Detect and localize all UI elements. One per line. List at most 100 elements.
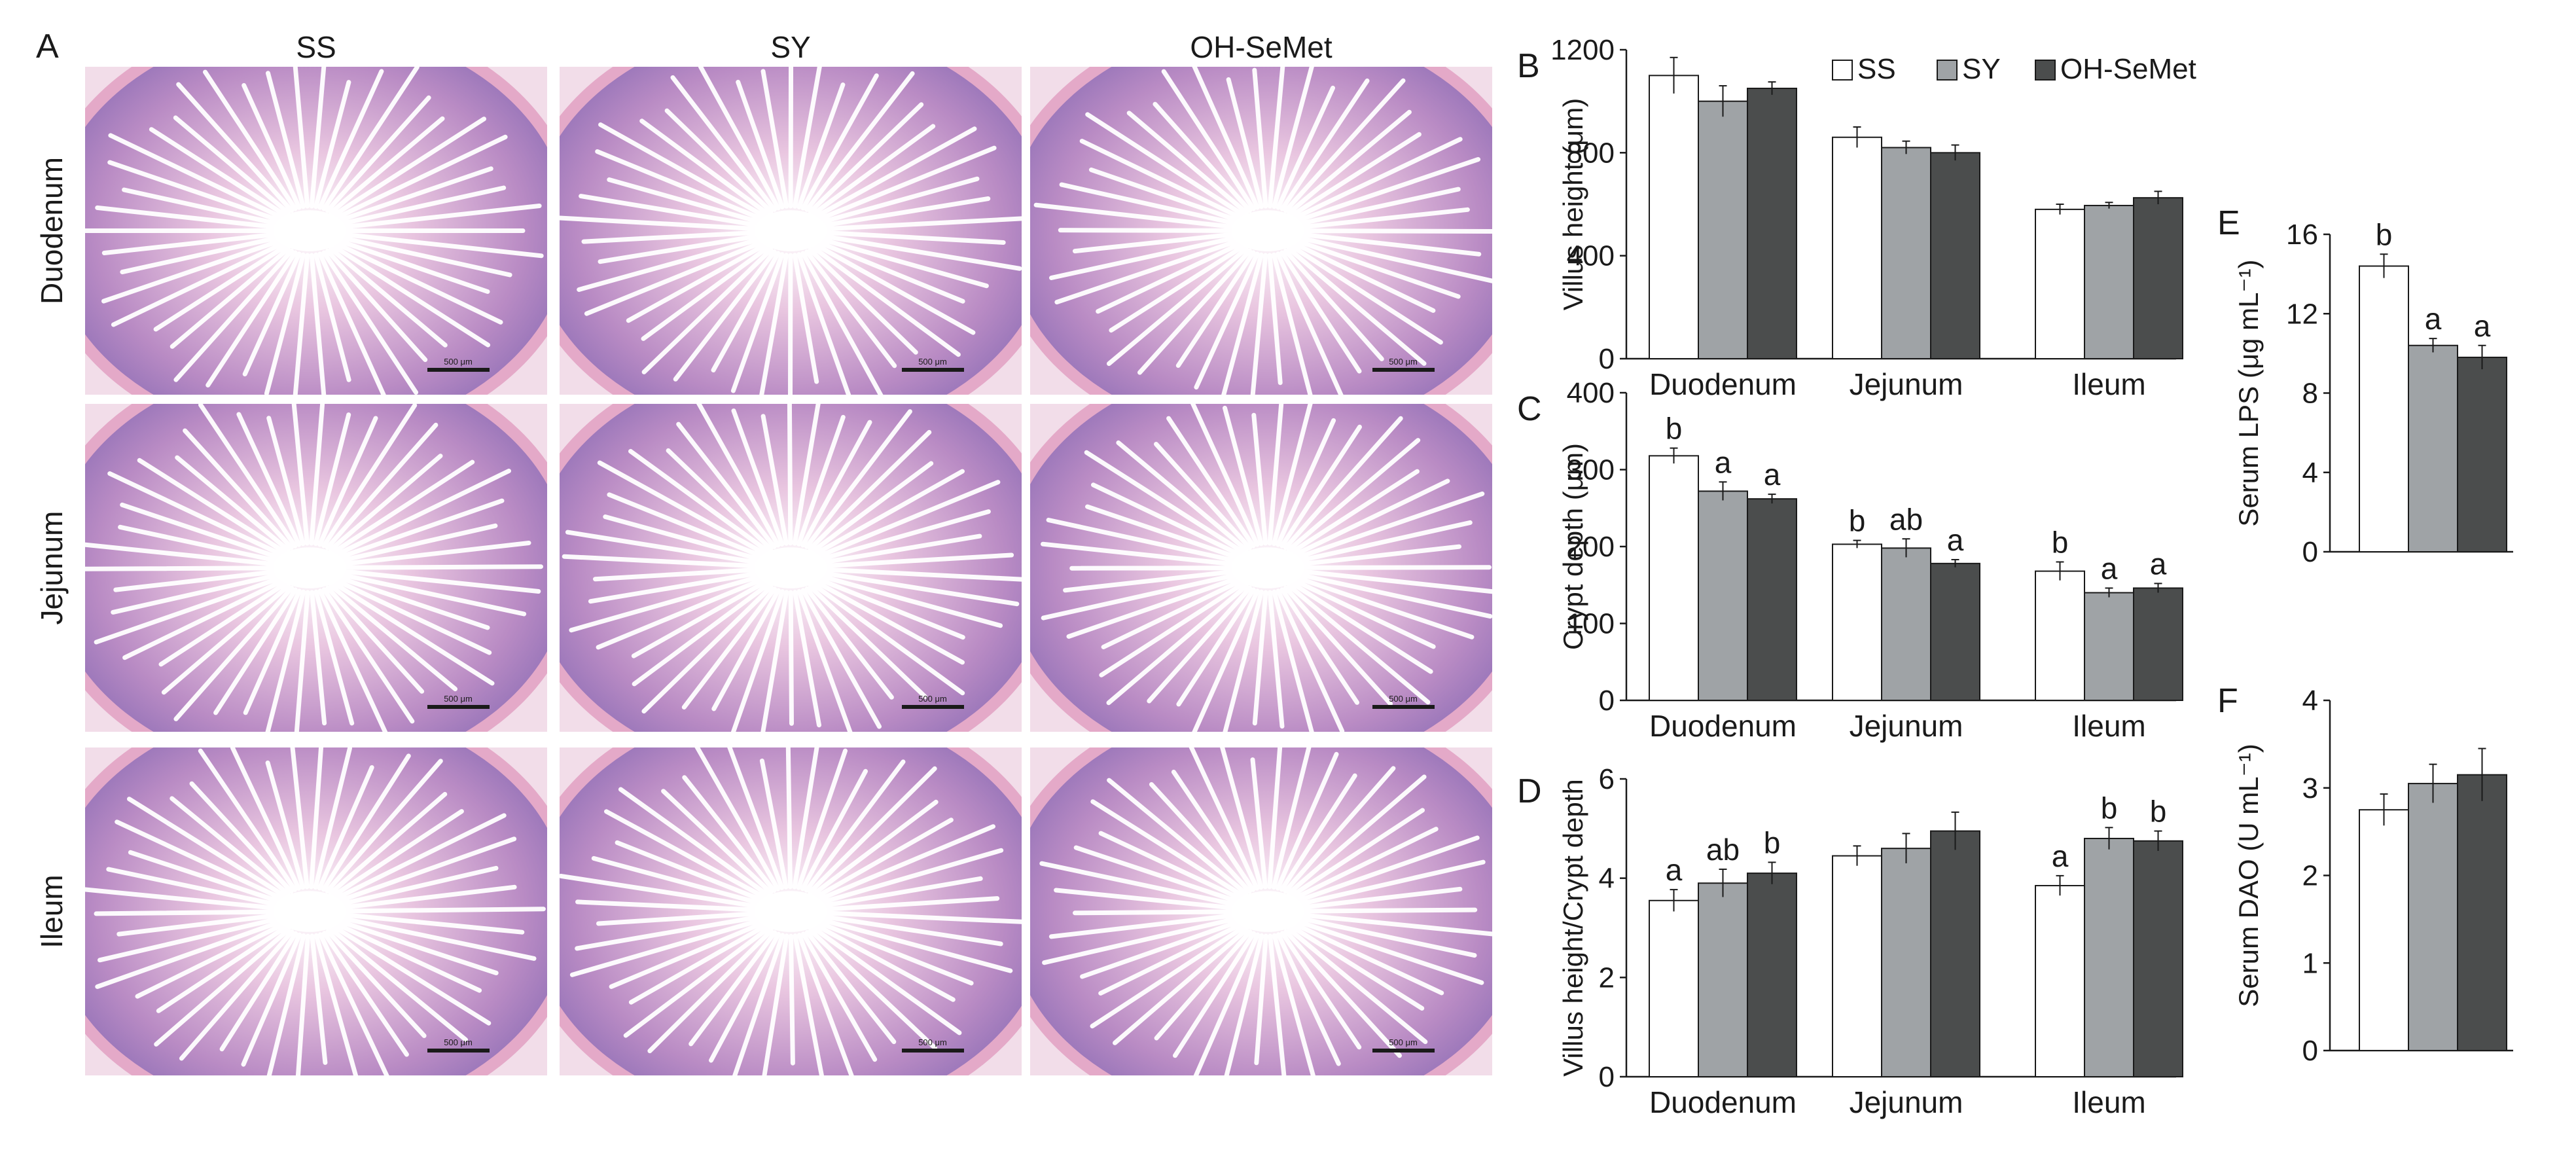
row-label-duodenum: Duodenum [35, 157, 69, 304]
micrograph-border [1028, 401, 1495, 734]
scale-bar-label: 500 μm [444, 1037, 473, 1047]
lumen [1231, 891, 1304, 932]
bar-sy-ileum [2084, 592, 2134, 701]
bar-oh-semet [2457, 774, 2507, 1051]
y-tick-label: 4 [2302, 685, 2318, 717]
panel-letter-e: E [2217, 204, 2240, 242]
significance-letter: ab [1706, 833, 1740, 867]
scale-bar-label: 500 μm [444, 694, 473, 704]
legend-swatch-ss [1832, 60, 1853, 81]
y-axis-label: Villus height (μm) [1558, 98, 1588, 311]
y-tick-label: 0 [1599, 343, 1615, 375]
significance-letter: b [2052, 526, 2069, 560]
legend-label-oh-semet: OH-SeMet [2060, 53, 2196, 85]
bar-ss-jejunum [1832, 543, 1882, 701]
y-tick-label: 8 [2302, 378, 2318, 410]
villus-gaps [84, 403, 543, 733]
micrograph-image [1029, 403, 1494, 733]
significance-letter: a [1947, 523, 1964, 557]
bar-ss-duodenum [1649, 899, 1699, 1077]
bar-oh-semet-duodenum [1747, 873, 1797, 1078]
bar-ss-ileum [2035, 885, 2085, 1077]
micrograph-duodenum-oh-semet: 500 μm [1028, 64, 1495, 397]
panel-letter-f: F [2217, 682, 2238, 720]
legend-label-ss: SS [1857, 53, 1896, 85]
y-tick-label: 2 [1599, 962, 1615, 994]
x-category-label-ileum: Ileum [2072, 709, 2145, 743]
column-header-oh-semet: OH-SeMet [1190, 30, 1332, 64]
y-tick-label: 1 [2302, 947, 2318, 979]
bar-ss-jejunum [1832, 136, 1882, 359]
y-tick-label: 400 [1567, 240, 1615, 272]
significance-letter: a [2101, 551, 2118, 585]
bar-sy [2408, 344, 2458, 552]
micrograph-jejunum-ss: 500 μm [82, 401, 550, 734]
y-axis-label: Crypt depth (μm) [1558, 443, 1588, 650]
bar-oh-semet-ileum [2133, 197, 2183, 359]
significance-letter: a [2052, 839, 2069, 873]
micrograph-image [558, 403, 1023, 733]
bar-oh-semet [2457, 356, 2507, 552]
bar-oh-semet-jejunum [1930, 562, 1980, 701]
bar-sy-jejunum [1881, 848, 1931, 1077]
lumen [754, 891, 827, 932]
x-category-label-jejunum: Jejunum [1850, 367, 1963, 401]
panel-a-letter: A [36, 27, 59, 65]
lumen [1231, 547, 1304, 588]
panel-letter-c: C [1517, 390, 1542, 428]
micrograph-jejunum-sy: 500 μm [557, 401, 1024, 734]
bar-ss-duodenum [1649, 75, 1699, 359]
scale-bar-label: 500 μm [918, 357, 947, 367]
y-tick-label: 100 [1567, 608, 1615, 640]
significance-letter: b [2150, 795, 2167, 829]
micrograph-image [84, 403, 548, 733]
scale-bar-label: 500 μm [918, 694, 947, 704]
micrograph-grid: SS SY OH-SeMet Duodenum 500 μm 500 μm 500 μm Je… [35, 30, 1495, 1078]
y-tick-label: 300 [1567, 454, 1615, 486]
lumen [273, 891, 346, 932]
y-tick-label: 4 [2302, 457, 2318, 489]
significance-letter: ab [1889, 502, 1923, 536]
x-category-label-ileum: Ileum [2072, 367, 2145, 401]
bar-oh-semet-jejunum [1930, 830, 1980, 1077]
lumen [273, 210, 346, 251]
scale-bar-label: 500 μm [1389, 357, 1418, 367]
bar-sy-jejunum [1881, 147, 1931, 359]
micrograph-border [82, 745, 550, 1078]
column-header-sy: SY [770, 30, 810, 64]
legend-swatch-sy [1937, 60, 1958, 81]
villus-gaps [558, 65, 1023, 396]
bar-oh-semet-jejunum [1930, 152, 1980, 359]
significance-letter: a [2150, 547, 2167, 581]
villus-gaps [1041, 403, 1494, 733]
lumen [273, 547, 346, 588]
row-label-ileum: Ileum [35, 874, 69, 948]
bar-sy-ileum [2084, 204, 2134, 360]
y-tick-label: 0 [1599, 685, 1615, 717]
y-tick-label: 200 [1567, 531, 1615, 563]
bar-sy-ileum [2084, 838, 2134, 1077]
bar-ss [2359, 809, 2409, 1051]
bar-sy-duodenum [1698, 882, 1748, 1077]
chart-b-villus-height: B 0 400 800 1200 Villus height (μm) Duodenum Je… [1517, 34, 2183, 401]
bar-sy [2408, 783, 2458, 1051]
significance-letter: a [1666, 853, 1683, 887]
y-tick-label: 6 [1599, 763, 1615, 795]
bar-oh-semet-duodenum [1747, 498, 1797, 702]
lumen [1231, 210, 1304, 251]
significance-letter: b [2101, 791, 2118, 825]
legend: SS SY OH-SeMet [1832, 53, 2196, 85]
bar-oh-semet-ileum [2133, 587, 2183, 702]
scale-bar-label: 500 μm [1389, 1037, 1418, 1047]
lumen [754, 547, 827, 588]
micrograph-image [84, 65, 548, 396]
x-category-label-duodenum: Duodenum [1649, 709, 1797, 743]
bar-oh-semet-ileum [2133, 840, 2183, 1077]
villus-gaps [84, 65, 544, 396]
bar-ss-ileum [2035, 208, 2085, 359]
bar-ss-ileum [2035, 570, 2085, 701]
significance-letter: b [1849, 504, 1866, 538]
y-tick-label: 3 [2302, 772, 2318, 804]
